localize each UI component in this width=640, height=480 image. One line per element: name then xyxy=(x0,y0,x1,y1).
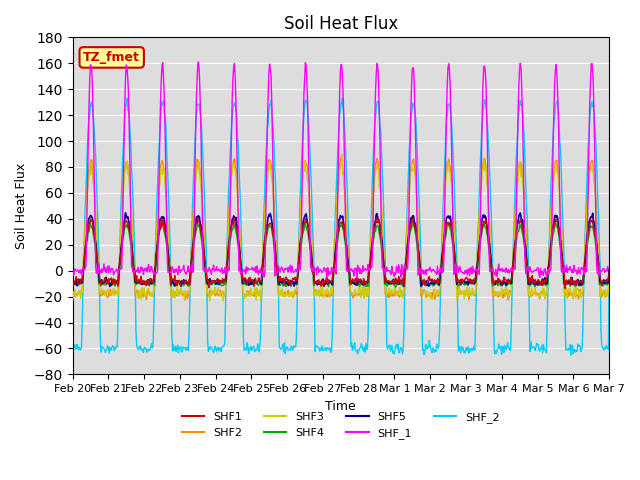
Text: TZ_fmet: TZ_fmet xyxy=(83,51,140,64)
Title: Soil Heat Flux: Soil Heat Flux xyxy=(284,15,398,33)
Y-axis label: Soil Heat Flux: Soil Heat Flux xyxy=(15,163,28,249)
Legend: SHF1, SHF2, SHF3, SHF4, SHF5, SHF_1, SHF_2: SHF1, SHF2, SHF3, SHF4, SHF5, SHF_1, SHF… xyxy=(177,408,504,443)
X-axis label: Time: Time xyxy=(326,400,356,413)
